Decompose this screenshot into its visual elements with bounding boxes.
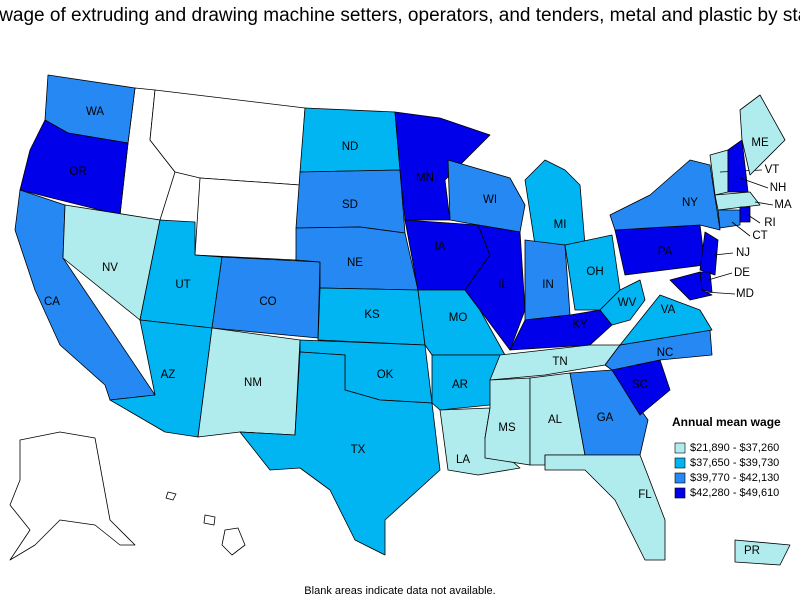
blank-state [194,177,301,261]
leader-line [754,201,774,206]
state-label: MN [416,172,434,184]
state-region [239,351,441,556]
state-label: IA [435,241,446,253]
state-label: TN [552,356,567,368]
state-label: MI [554,219,567,231]
legend-label: $39,770 - $42,130 [690,472,779,484]
state-region [714,191,761,211]
state-label: NY [682,197,698,209]
state-label: SD [342,199,358,211]
state-label: PA [658,246,673,258]
state-label: VA [661,304,676,316]
state-region [524,159,586,246]
state-region [464,224,526,351]
legend-label: $42,280 - $49,610 [690,487,779,499]
map-title: Annual mean wage of extruding and drawin… [0,5,800,26]
state-label: CO [259,296,276,308]
footnote: Blank areas indicate data not available. [304,585,495,597]
leader-line [713,252,734,256]
state-label: NH [770,182,787,194]
state-label: KS [364,309,380,321]
state-label: WV [618,297,637,309]
leader-line [707,272,733,281]
state-label: ND [342,141,359,153]
leader-line [731,221,751,237]
legend-label: $37,650 - $39,730 [690,457,779,469]
blank-state [203,514,216,526]
state-label: MD [736,288,754,300]
state-label: WA [86,106,104,118]
state-region [739,206,751,223]
blank-state [221,527,246,556]
state-region [699,231,719,276]
state-label: DE [734,267,750,279]
state-label: OR [69,166,86,178]
legend-label: $21,890 - $37,260 [690,442,779,454]
leader-line [704,291,736,295]
blank-states [9,87,306,561]
leader-line [747,214,761,224]
state-label: PR [744,545,760,557]
states: WA OR CA NV UT AZ CO NM ND SD NE KS OK TX MN IA MO AR LA WI… [14,74,792,566]
legend-swatch [674,487,686,499]
state-label: TX [351,444,366,456]
state-label: FL [638,489,652,501]
state-label: SC [632,379,648,391]
state-label: NM [244,377,262,389]
state-label: AL [548,414,563,426]
legend-title: Annual mean wage [672,415,781,429]
state-label: CA [44,296,60,308]
state-label: GA [597,412,614,424]
state-label: KY [572,319,588,331]
state-label: MS [498,422,516,434]
state-label: IL [498,279,508,291]
state-label: OK [377,369,394,381]
state-label: UT [175,279,190,291]
state-label: AR [452,379,468,391]
legend: Annual mean wage $21,890 - $37,260 $37,65… [672,415,781,499]
state-region [739,94,786,176]
blank-state [9,431,136,561]
legend-swatch [674,457,686,469]
state-label: RI [764,217,776,229]
state-region [544,454,666,561]
state-label: AZ [161,369,176,381]
legend-swatch [674,472,686,484]
legend-swatch [674,442,686,454]
state-region [619,294,713,346]
state-label: OH [586,266,603,278]
state-label: WI [483,194,497,206]
state-label: NJ [736,247,750,259]
state-label: NE [347,257,363,269]
leader-line [739,177,769,189]
state-region [734,539,791,566]
state-label: LA [456,454,470,466]
state-label: MA [774,199,792,211]
state-region [609,159,721,231]
state-region [431,354,501,411]
state-region [394,111,491,221]
state-region [299,107,401,173]
state-label: IN [542,279,554,291]
state-label: MO [449,312,468,324]
state-label: CT [752,230,767,242]
state-region [569,369,649,456]
state-label: NV [102,262,118,274]
blank-state [165,491,177,501]
state-label: NC [657,347,674,359]
state-label: VT [765,164,780,176]
state-label: ME [751,137,769,149]
state-region [599,279,646,326]
